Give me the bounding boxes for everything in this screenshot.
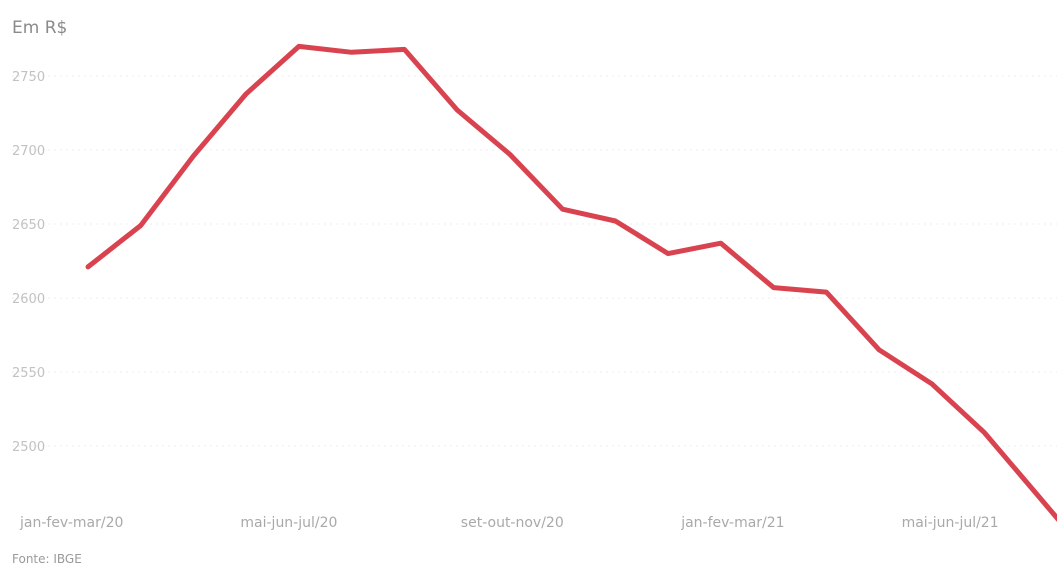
data-point — [244, 92, 248, 96]
y-tick-label: 2650 — [12, 218, 45, 233]
y-tick-label: 2700 — [12, 144, 45, 159]
y-tick-label: 2600 — [12, 292, 45, 307]
data-point — [191, 154, 195, 158]
data-point — [1035, 493, 1039, 497]
y-tick-label: 2500 — [12, 440, 45, 455]
x-axis-tick-labels: jan-fev-mar/20 mai-jun-jul/20 set-out-nov/… — [19, 515, 999, 531]
data-point — [508, 152, 512, 156]
series-line — [88, 46, 1057, 557]
data-point — [455, 108, 459, 112]
data-point — [350, 50, 354, 54]
x-tick-label: mai-jun-jul/21 — [902, 515, 999, 531]
data-point — [983, 431, 987, 435]
grid-layer — [12, 76, 1057, 446]
y-tick-label: 2550 — [12, 366, 45, 381]
source-label: Fonte: IBGE — [12, 552, 82, 566]
data-point — [930, 382, 934, 386]
x-tick-label: jan-fev-mar/20 — [19, 515, 123, 531]
y-tick-label: 2750 — [12, 70, 45, 85]
data-point — [877, 348, 881, 352]
data-point — [561, 207, 565, 211]
data-point — [86, 265, 90, 269]
data-point — [719, 241, 723, 245]
data-point — [772, 286, 776, 290]
x-tick-label: set-out-nov/20 — [461, 515, 564, 531]
data-point — [666, 252, 670, 256]
x-tick-label: mai-jun-jul/20 — [240, 515, 337, 531]
unit-label: Em R$ — [12, 18, 67, 38]
data-point — [139, 223, 143, 227]
data-point — [824, 290, 828, 294]
y-axis-tick-labels: 2500 2550 2600 2650 2700 2750 — [12, 70, 45, 455]
data-point — [297, 44, 301, 48]
data-point — [613, 219, 617, 223]
series-layer — [86, 44, 1057, 559]
data-point — [402, 47, 406, 51]
x-tick-label: jan-fev-mar/21 — [680, 515, 784, 531]
